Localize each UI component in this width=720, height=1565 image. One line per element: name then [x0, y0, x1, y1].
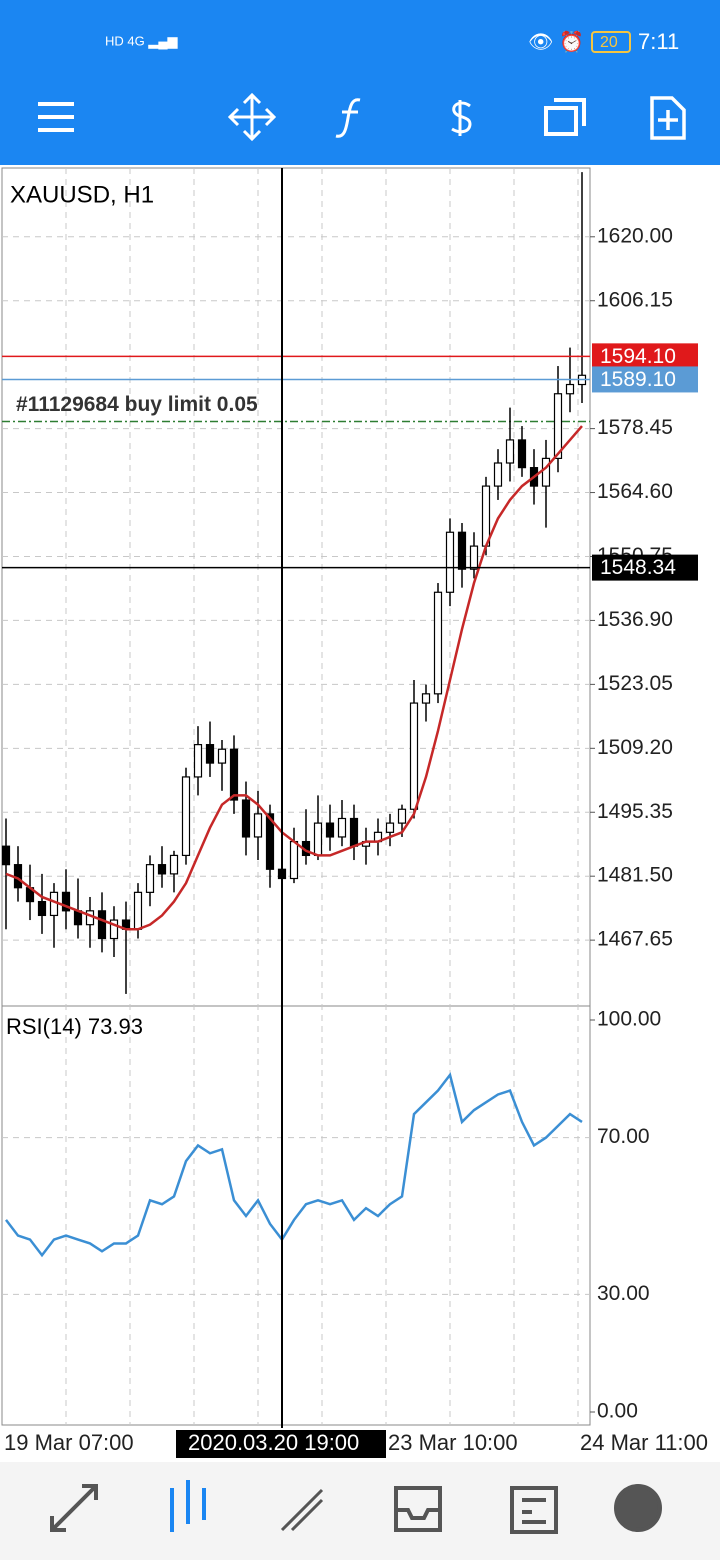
app-bar: [0, 0, 720, 165]
y-tick-label: 70.00: [597, 1125, 650, 1148]
candle-body: [49, 891, 59, 917]
candle-body: [349, 817, 359, 847]
bottom-nav: [0, 1462, 720, 1560]
candle-body: [1, 845, 11, 866]
price-label: 1589.10: [600, 368, 676, 391]
candle-body: [97, 910, 107, 940]
battery: [591, 31, 631, 53]
candle-body: [313, 822, 323, 857]
bottom-nav-icons: [50, 1480, 662, 1534]
rsi-line: [5, 1072, 583, 1258]
candle-body: [337, 817, 347, 838]
candle-body: [565, 383, 575, 395]
candle-body: [253, 813, 263, 838]
candle-body: [13, 864, 23, 889]
indicators-button[interactable]: [335, 98, 361, 138]
messages-tab[interactable]: [614, 1484, 662, 1532]
candle-body: [481, 485, 491, 547]
toolbar: [38, 92, 686, 142]
y-tick-label: 1481.50: [597, 864, 673, 887]
crosshair-time-box: [176, 1430, 386, 1458]
candle-body: [193, 744, 203, 778]
candle-body: [241, 799, 251, 838]
order-label: #11129684 buy limit 0.05: [16, 393, 258, 416]
candle-body: [517, 439, 527, 469]
history-tab[interactable]: [394, 1486, 442, 1532]
candle-body: [553, 393, 563, 459]
candle-body: [325, 822, 335, 838]
status-icons: HD 4G ▂▄▆: [105, 33, 179, 49]
quotes-tab[interactable]: [50, 1484, 98, 1532]
candle-body: [37, 900, 47, 917]
candle-body: [61, 891, 71, 912]
y-tick-label: 1620.00: [597, 224, 673, 247]
candle-body: [433, 591, 443, 695]
candle-body: [541, 457, 551, 487]
y-tick-label: 1536.90: [597, 608, 673, 631]
candle-body: [385, 822, 395, 833]
y-tick-label: 1509.20: [597, 736, 673, 759]
rsi-title: RSI(14) 73.93: [6, 1014, 143, 1039]
windows-button[interactable]: [544, 98, 586, 136]
crosshair-button[interactable]: [227, 92, 277, 142]
price-label-box: [592, 366, 698, 393]
vertical-grid: [65, 168, 579, 1425]
candle-body: [493, 462, 503, 487]
candle-body: [265, 813, 275, 870]
x-tick-label: 24 Mar 11:00: [580, 1430, 708, 1455]
new-order-button[interactable]: [650, 96, 686, 140]
y-tick-label: 0.00: [597, 1400, 638, 1423]
candle-body: [409, 702, 419, 810]
status-icons: 👁 ⏰: [528, 29, 584, 53]
candle-body: [469, 545, 479, 570]
y-tick-label: 1467.65: [597, 928, 673, 951]
price-label-box: [592, 554, 698, 581]
candle-body: [505, 439, 515, 464]
candle-body: [289, 840, 299, 880]
news-tab[interactable]: [510, 1486, 558, 1534]
x-tick-label: 23 Mar 10:00: [388, 1430, 518, 1455]
x-tick-label: 19 Mar 07:00: [4, 1430, 134, 1455]
candle-body: [85, 910, 95, 926]
chart-frame: [1, 167, 591, 1426]
candle-body: [133, 891, 143, 930]
clock: 7:11: [638, 29, 679, 54]
battery-level: 20: [600, 34, 618, 51]
trade-button[interactable]: [451, 100, 472, 136]
chart-title: XAUUSD, H1: [10, 181, 154, 208]
candle-body: [457, 531, 467, 570]
y-tick-label: 1578.45: [597, 416, 673, 439]
y-tick-label: 1564.60: [597, 480, 673, 503]
price-label: 1594.10: [600, 345, 676, 368]
candle-body: [421, 693, 431, 704]
y-tick-label: 1495.35: [597, 800, 673, 823]
menu-button[interactable]: [38, 102, 74, 132]
price-label: 1548.34: [600, 556, 676, 579]
candle-body: [157, 864, 167, 875]
candle-body: [217, 748, 227, 764]
candle-body: [109, 919, 119, 940]
trade-tab[interactable]: [280, 1488, 324, 1532]
chart-tab[interactable]: [170, 1480, 206, 1532]
candle-body: [145, 864, 155, 893]
candle-body: [445, 531, 455, 593]
candle-body: [205, 744, 215, 764]
y-tick-label: 100.00: [597, 1008, 661, 1031]
candle-body: [397, 808, 407, 824]
candle-body: [229, 748, 239, 801]
y-tick-label: 1523.05: [597, 672, 673, 695]
candle-body: [181, 776, 191, 857]
x-tick-label: 2020.03.20 19:00: [188, 1430, 359, 1455]
price-label-box: [592, 343, 698, 370]
y-tick-label: 1606.15: [597, 288, 673, 311]
plot: 1620.001606.151578.451564.601550.751536.…: [1, 172, 708, 1458]
y-tick-label: 30.00: [597, 1282, 650, 1305]
moving-average: [5, 425, 583, 931]
candle-body: [169, 854, 179, 875]
